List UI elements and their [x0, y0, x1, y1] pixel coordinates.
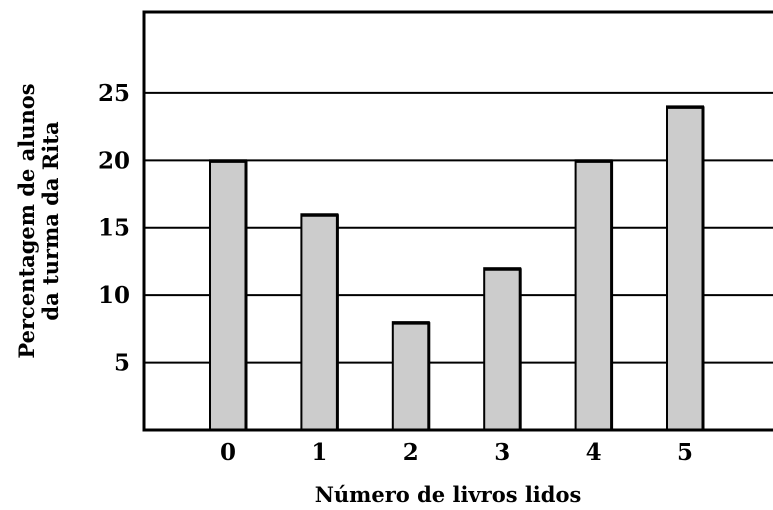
- y-tick-label-25: 25: [98, 80, 130, 107]
- y-axis-label-line-1: Percentagem de alunos: [14, 83, 39, 358]
- y-tick-labels: 5 10 15 20 25: [98, 80, 130, 377]
- x-axis-label: Número de livros lidos: [315, 482, 582, 507]
- bar-3: [483, 267, 522, 431]
- plot-frame: [142, 10, 773, 432]
- y-axis-label-line-2: da turma da Rita: [38, 121, 63, 321]
- bar-1: [300, 213, 339, 431]
- x-tick-label-1: 1: [311, 439, 327, 466]
- x-tick-label-0: 0: [220, 439, 236, 466]
- y-tick-label-5: 5: [114, 350, 130, 377]
- bar-5: [666, 105, 704, 432]
- x-tick-labels: 0 1 2 3 4 5: [220, 439, 693, 466]
- x-tick-label-5: 5: [677, 439, 693, 466]
- y-tick-label-15: 15: [98, 215, 130, 242]
- x-tick-label-3: 3: [494, 439, 510, 466]
- x-tick-label-4: 4: [586, 439, 602, 466]
- bar-0: [209, 159, 247, 432]
- y-tick-label-20: 20: [98, 147, 130, 174]
- bar-4: [574, 159, 613, 432]
- bars: [209, 105, 705, 432]
- x-tick-label-2: 2: [403, 439, 419, 466]
- y-tick-label-10: 10: [98, 282, 130, 309]
- bar-2: [391, 321, 430, 431]
